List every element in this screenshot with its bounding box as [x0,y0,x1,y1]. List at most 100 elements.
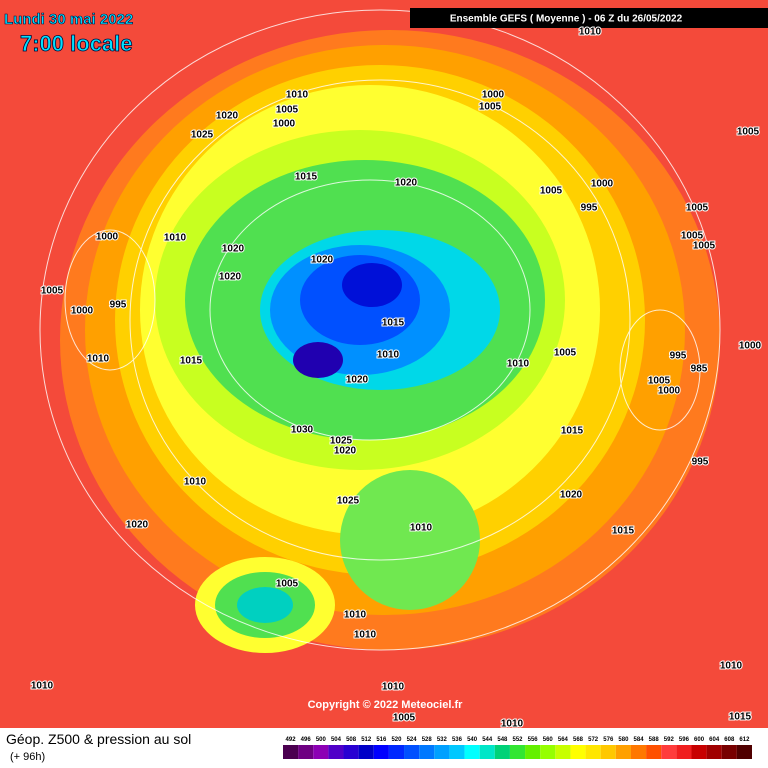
copyright: Copyright © 2022 Meteociel.fr [308,699,464,711]
isobar-label: 1000 [658,386,681,397]
isobar-label: 1010 [410,523,433,534]
legend-swatch [509,745,526,759]
legend-swatch [661,745,677,759]
isobar-label: 1000 [591,179,614,190]
legend-swatch [449,745,465,759]
isobar-label: 1020 [216,111,239,122]
legend-value: 584 [634,737,645,743]
legend-swatch [555,745,571,759]
legend-swatch [419,745,435,759]
legend-value: 552 [512,737,523,743]
legend-value: 592 [664,737,675,743]
legend-swatch [388,745,405,759]
isobar-label: 1030 [291,425,314,436]
legend-swatch [646,745,662,759]
isobar-label: 1020 [560,490,583,501]
legend-swatch [676,745,692,759]
isobar-label: 1015 [612,526,635,537]
run-banner [410,8,768,28]
isobar-label: 1010 [579,27,602,38]
run-info: Ensemble GEFS ( Moyenne ) - 06 Z du 26/0… [450,14,683,25]
isobar-label: 1010 [501,719,524,730]
legend-value: 596 [679,737,690,743]
isobar-label: 1020 [311,255,334,266]
legend-swatch [540,745,556,759]
footer-title: Géop. Z500 & pression au sol [6,731,191,747]
legend-swatch [615,745,631,759]
legend-value: 544 [482,737,493,743]
legend-value: 540 [467,737,478,743]
isobar-label: 1010 [507,359,530,370]
isobar-label: 1010 [377,350,400,361]
legend-swatch [736,745,752,759]
legend-swatch [525,745,541,759]
isobar-label: 1005 [276,105,299,116]
isobar-label: 1005 [540,186,563,197]
isobar-label: 1005 [41,286,64,297]
isobar-label: 1010 [164,233,187,244]
map-background [0,0,768,728]
time-label: 7:00 locale [20,31,133,56]
isobar-label: 995 [670,351,687,362]
legend-value: 524 [407,737,418,743]
isobar-label: 1005 [686,203,709,214]
isobar-label: 1020 [395,178,418,189]
isobar-label: 1015 [180,356,203,367]
legend-swatch [404,745,420,759]
legend-value: 548 [497,737,508,743]
isobar-label: 1005 [737,127,760,138]
legend-swatch [373,745,389,759]
isobar-label: 1020 [334,446,357,457]
legend-swatch [479,745,495,759]
legend-swatch [706,745,722,759]
isobar-label: 1005 [648,376,671,387]
legend-value: 504 [331,737,342,743]
isobar-label: 995 [110,300,127,311]
isobar-label: 1005 [554,348,577,359]
legend-value: 608 [724,737,735,743]
legend-swatch [585,745,601,759]
legend-value: 600 [694,737,705,743]
legend-value: 500 [316,737,327,743]
isobar-label: 1010 [286,90,309,101]
isobar-label: 1020 [219,272,242,283]
legend-value: 508 [346,737,357,743]
isobar-label: 1005 [681,231,704,242]
isobar-label: 1000 [739,341,762,352]
legend-swatch [283,745,299,759]
legend-value: 528 [422,737,433,743]
legend-swatch [494,745,510,759]
isobar-label: 1025 [337,496,360,507]
legend-value: 556 [528,737,539,743]
isobar-label: 1000 [71,306,94,317]
legend-value: 564 [558,737,569,743]
isobar-label: 1000 [482,90,505,101]
legend-value: 520 [391,737,402,743]
isobar-label: 1005 [276,579,299,590]
legend-value: 572 [588,737,599,743]
legend-value: 588 [649,737,660,743]
isobar-label: 995 [692,457,709,468]
legend-value: 532 [437,737,448,743]
legend-value: 492 [286,737,297,743]
isobar-label: 1015 [561,426,584,437]
isobar-label: 1010 [720,661,743,672]
isobar-label: 1005 [479,102,502,113]
legend-value: 568 [573,737,584,743]
isobar-label: 1020 [222,244,245,255]
isobar-label: 1005 [393,713,416,724]
legend-value: 536 [452,737,463,743]
color-legend: 492 496 500 504 508 512 516 520 524 528 532 536 540 5… [283,737,752,759]
isobar-label: 1015 [729,712,752,723]
isobar-label: 1015 [382,318,405,329]
isobar-label: 1000 [96,232,119,243]
isobar-label: 1010 [344,610,367,621]
isobar-label: 1020 [346,375,369,386]
isobar-label: 1010 [354,630,377,641]
legend-value: 512 [361,737,372,743]
isobar-label: 1025 [191,130,214,141]
legend-value: 516 [376,737,387,743]
legend-swatch [298,745,314,759]
